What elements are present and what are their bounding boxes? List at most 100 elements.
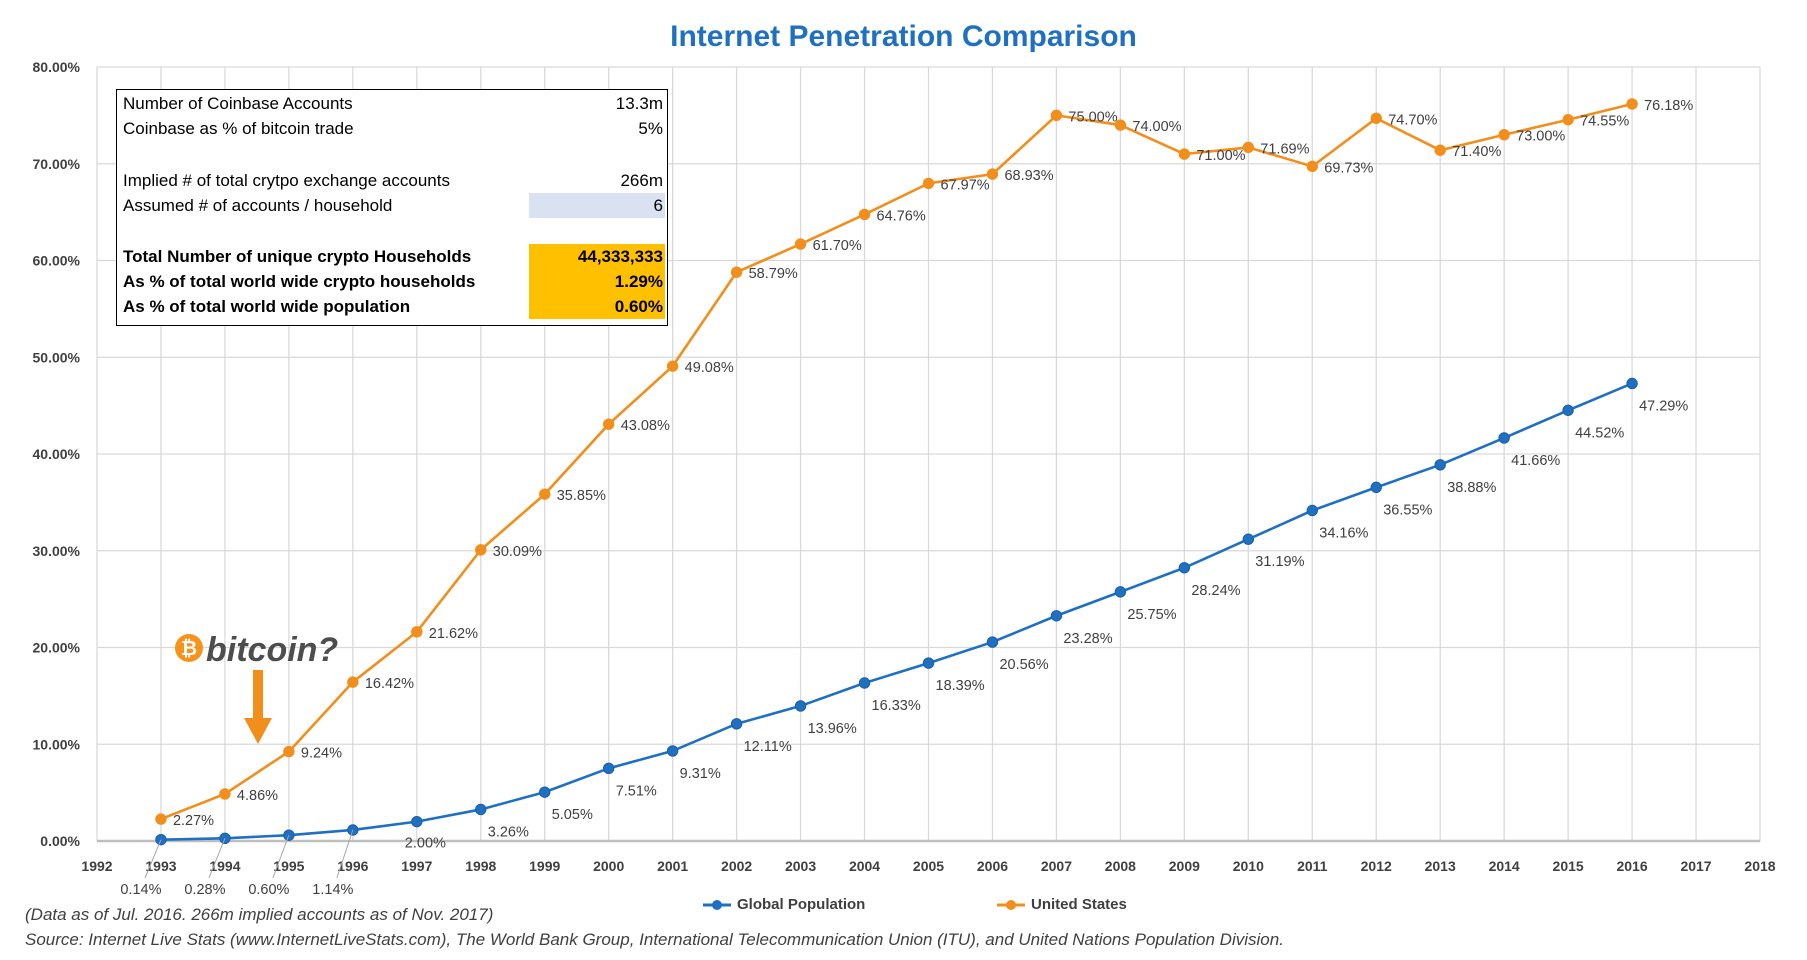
info-row: Assumed # of accounts / household 6	[121, 193, 665, 218]
info-value: 0.60%	[529, 294, 665, 319]
data-label: 35.85%	[557, 488, 606, 504]
data-point	[666, 360, 679, 372]
x-tick-label: 2012	[1361, 858, 1392, 874]
data-point	[1306, 504, 1318, 517]
data-point	[1050, 109, 1063, 122]
info-label: Total Number of unique crypto Households	[123, 247, 472, 266]
y-tick-label: 40.00%	[33, 446, 81, 462]
data-label: 3.26%	[488, 824, 529, 840]
data-label: 23.28%	[1063, 631, 1112, 647]
series: 0.14% 0.28% 0.60% 1.14% 2.00% 3.26% 5.05% 7.51%…	[120, 98, 1693, 898]
x-tick-label: 2010	[1233, 858, 1264, 874]
data-point	[602, 762, 615, 775]
x-tick-label: 1995	[273, 858, 304, 874]
leader-line	[144, 839, 162, 879]
data-label: 58.79%	[749, 266, 798, 282]
data-label: 76.18%	[1644, 98, 1693, 114]
arrow-down-icon	[244, 718, 272, 744]
bitcoin-annotation-text: bitcoin?	[206, 631, 338, 669]
data-label: 1.14%	[312, 882, 353, 898]
data-label: 75.00%	[1068, 109, 1117, 125]
data-label: 61.70%	[813, 238, 862, 254]
data-label: 41.66%	[1511, 453, 1560, 469]
data-point	[1498, 432, 1510, 444]
info-value: 1.29%	[529, 269, 665, 294]
x-tick-label: 2013	[1425, 858, 1456, 874]
x-tick-label: 2015	[1553, 858, 1584, 874]
data-point	[1370, 112, 1382, 124]
arrow-shaft	[253, 670, 263, 720]
data-point	[986, 636, 999, 648]
info-row: As % of total world wide crypto househol…	[121, 269, 665, 294]
info-label: Number of Coinbase Accounts	[123, 94, 353, 113]
series-line	[160, 102, 1633, 821]
data-label: 28.24%	[1191, 583, 1240, 599]
info-value: 44,333,333	[529, 244, 665, 269]
leader-line	[272, 835, 290, 879]
x-tick-label: 1997	[401, 858, 432, 874]
data-point	[1306, 160, 1318, 173]
data-label: 13.96%	[808, 721, 857, 737]
data-point	[730, 718, 743, 730]
legend-marker-us-icon	[997, 899, 1025, 910]
data-label: 44.52%	[1575, 425, 1624, 441]
data-label: 2.27%	[173, 813, 214, 829]
data-label: 9.24%	[301, 746, 342, 762]
data-point	[1114, 119, 1127, 131]
y-tick-label: 10.00%	[33, 736, 81, 752]
data-point	[1498, 129, 1510, 141]
data-label: 73.00%	[1516, 129, 1565, 145]
data-point	[1626, 377, 1638, 390]
data-label: 21.62%	[429, 626, 478, 642]
data-label: 67.97%	[941, 177, 990, 193]
data-point	[347, 676, 359, 688]
data-point	[539, 786, 551, 798]
data-label: 16.33%	[872, 698, 921, 714]
data-point	[1178, 148, 1191, 160]
x-tick-label: 2003	[785, 858, 816, 874]
bitcoin-logo-icon	[175, 634, 203, 662]
info-row: As % of total world wide population 0.60%	[121, 294, 665, 319]
data-point	[1114, 586, 1127, 598]
data-label: 18.39%	[936, 678, 985, 694]
x-tick-label: 2018	[1744, 858, 1775, 874]
data-point	[1434, 459, 1446, 471]
x-tick-label: 2011	[1297, 858, 1328, 874]
data-label: 74.70%	[1388, 112, 1437, 128]
data-label: 20.56%	[999, 657, 1048, 673]
info-row: Number of Coinbase Accounts 13.3m	[121, 91, 665, 116]
leader-line	[208, 838, 226, 879]
x-tick-label: 1998	[465, 858, 496, 874]
bitcoin-b-glyph: ₿	[181, 638, 197, 660]
data-point	[922, 177, 935, 190]
data-point	[1626, 98, 1638, 110]
y-tick-label: 30.00%	[33, 543, 81, 559]
legend-label: Global Population	[737, 896, 866, 913]
y-tick-label: 0.00%	[40, 833, 80, 849]
data-label: 43.08%	[621, 418, 670, 434]
info-label: As % of total world wide population	[123, 297, 411, 316]
data-point	[539, 488, 551, 500]
data-label: 2.00%	[405, 836, 446, 852]
data-point	[602, 418, 615, 430]
legend-label: United States	[1031, 896, 1127, 913]
data-point	[666, 745, 679, 757]
x-tick-label: 2006	[977, 858, 1008, 874]
data-point	[1242, 533, 1255, 545]
data-label: 0.28%	[184, 882, 225, 898]
coinbase-info-table: Number of Coinbase Accounts 13.3m Coinbas…	[116, 89, 668, 326]
data-label: 7.51%	[616, 783, 657, 799]
data-label: 74.55%	[1580, 114, 1629, 130]
legend-item-global: Global Population	[703, 896, 865, 913]
info-row: Total Number of unique crypto Households…	[121, 244, 665, 269]
legend-marker-global-icon	[703, 899, 731, 910]
data-point	[1562, 114, 1574, 126]
data-point	[475, 544, 487, 556]
data-point	[922, 657, 935, 669]
data-label: 71.40%	[1452, 144, 1501, 160]
data-label: 30.09%	[493, 544, 542, 560]
x-tick-label: 2005	[913, 858, 944, 874]
data-label: 74.00%	[1132, 119, 1181, 135]
data-label: 12.11%	[744, 739, 792, 755]
data-point	[858, 677, 871, 689]
